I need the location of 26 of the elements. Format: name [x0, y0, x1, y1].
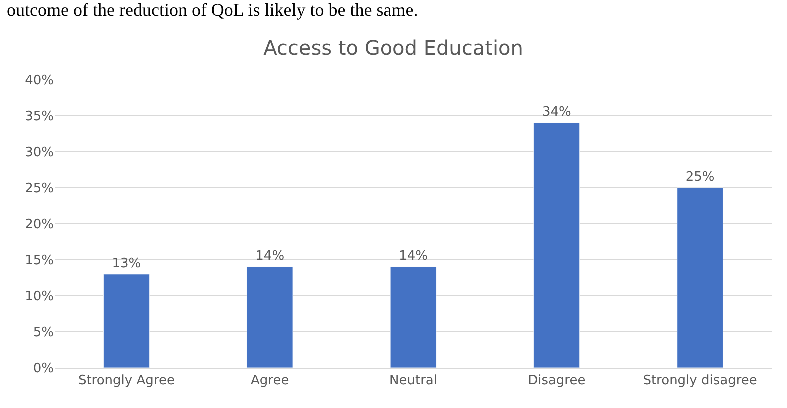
y-tick-label: 15%	[25, 254, 54, 269]
data-label: 14%	[256, 249, 285, 264]
data-label: 13%	[112, 256, 142, 272]
bar	[390, 266, 437, 368]
x-tick-label: Strongly Agree	[78, 374, 175, 389]
data-label: 25%	[686, 170, 715, 185]
data-label: 14%	[399, 249, 428, 264]
y-tick-label: 0%	[33, 362, 54, 377]
bar	[534, 122, 580, 368]
y-tick-label: 30%	[25, 146, 54, 161]
y-tick-label: 20%	[25, 218, 54, 233]
y-tick-label: 5%	[33, 326, 54, 341]
bar	[104, 274, 150, 368]
data-label: 34%	[542, 105, 572, 120]
x-tick-label: Neutral	[390, 374, 438, 389]
chart-title: Access to Good Education	[264, 36, 524, 60]
bar	[246, 266, 294, 368]
bar	[677, 188, 724, 368]
y-tick-label: 25%	[25, 182, 54, 197]
y-tick-label: 40%	[25, 74, 54, 89]
x-tick-label: Agree	[251, 374, 290, 389]
y-tick-label: 35%	[25, 110, 54, 125]
text: outcome of the reduction of QoL is likely to be the same.	[7, 0, 418, 20]
x-tick-label: Strongly disagree	[643, 374, 758, 389]
y-tick-label: 10%	[25, 290, 54, 305]
x-tick-label: Disagree	[528, 374, 586, 389]
